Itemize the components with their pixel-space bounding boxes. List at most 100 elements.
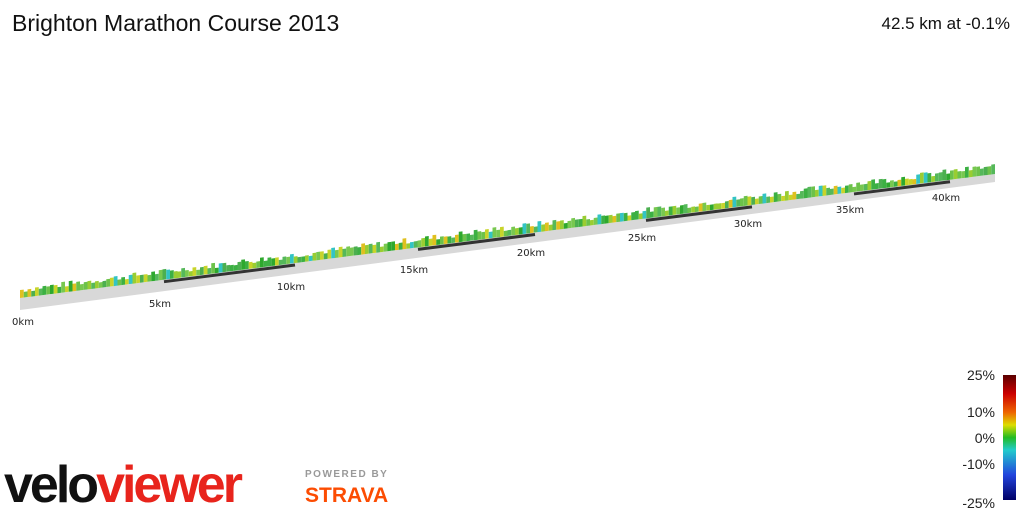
ribbon-segment: [233, 264, 238, 271]
ribbon-segment: [481, 231, 485, 240]
ribbon-segment: [440, 236, 444, 245]
ribbon-segment: [931, 175, 935, 183]
ribbon-segment: [162, 268, 167, 280]
ribbon-segment: [368, 243, 373, 254]
logo-viewer: viewer: [96, 456, 243, 512]
distance-marker: 40km: [932, 193, 960, 204]
ribbon-segment: [342, 248, 347, 257]
ribbon-segment: [706, 204, 710, 211]
ribbon-segment: [916, 174, 920, 185]
ribbon-segment: [882, 178, 887, 189]
ribbon-segment: [815, 189, 819, 197]
ribbon-segment: [338, 246, 343, 258]
ribbon-segment: [316, 251, 320, 261]
ribbon-segment: [770, 196, 774, 203]
ribbon-segment: [203, 265, 208, 275]
ribbon-segment: [245, 260, 249, 270]
ribbon-segment: [143, 274, 148, 283]
distance-marker: 10km: [277, 282, 305, 293]
ribbon-segment: [905, 178, 909, 186]
distance-marker: 35km: [836, 205, 864, 216]
ribbon-segment: [372, 244, 377, 254]
ribbon-segment: [777, 193, 782, 202]
ribbon-segment: [188, 271, 193, 277]
ribbon-segment: [676, 207, 680, 215]
ribbon-segment: [758, 196, 763, 205]
ribbon-segment: [350, 247, 354, 257]
ribbon-segment: [792, 191, 797, 200]
distance-markers: 0km 5km 10km 15km 20km 25km 30km 35km 40km: [12, 180, 960, 328]
distance-marker: 5km: [149, 299, 171, 310]
ribbon-segment: [867, 180, 872, 191]
ribbon-segment: [200, 266, 204, 276]
distance-marker: 25km: [628, 233, 656, 244]
ribbon-segment: [627, 215, 632, 221]
ribbon-segment: [537, 220, 542, 233]
title: Brighton Marathon Course 2013: [12, 10, 339, 36]
ribbon-segment: [31, 290, 35, 297]
distance-marker: 30km: [734, 219, 762, 230]
ribbon-segment: [46, 286, 50, 295]
ribbon-segment: [185, 269, 189, 278]
ribbon-segment: [428, 238, 433, 247]
distance-marker: 15km: [400, 265, 428, 276]
distance-band: [417, 233, 536, 251]
ribbon-segment: [102, 280, 107, 288]
ribbon-segment: [593, 217, 598, 226]
ribbon-segment: [488, 231, 493, 239]
ribbon-segment: [80, 283, 84, 291]
ribbon-segment: [155, 273, 159, 281]
ribbon-segment: [61, 281, 65, 293]
ribbon-segment: [230, 264, 234, 272]
ribbon-segment: [672, 205, 677, 216]
ribbon-segment: [181, 267, 185, 278]
ribbon-segment: [972, 166, 977, 177]
ribbon-segment: [571, 217, 575, 228]
ribbon-segment: [95, 280, 99, 289]
ribbon-segment: [68, 280, 73, 292]
ribbon-segment: [383, 243, 388, 252]
ribbon-segment: [282, 256, 287, 265]
gradient-legend: 25% 10% 0% -10% -25%: [962, 367, 995, 511]
ribbon-segment: [252, 262, 257, 269]
ribbon-segment: [443, 236, 448, 245]
ribbon-segment: [406, 243, 410, 249]
ribbon-segment: [470, 234, 474, 241]
ribbon-segment: [275, 257, 279, 266]
gradient-scale: [1003, 375, 1016, 500]
ribbon-segment: [920, 172, 924, 184]
ribbon-segment: [462, 233, 467, 242]
ribbon-segment: [560, 220, 564, 230]
ribbon-segment: [211, 262, 215, 274]
ribbon-segment: [286, 256, 290, 265]
ribbon-segment: [151, 271, 155, 282]
ribbon-segment: [166, 269, 170, 280]
legend-label: 25%: [967, 367, 995, 383]
ribbon-segment: [845, 185, 849, 194]
ribbon-segment: [323, 253, 328, 260]
ribbon-segment: [117, 279, 122, 286]
ribbon-segment: [87, 280, 92, 290]
ribbon-segment: [91, 282, 95, 289]
ribbon-segment: [631, 212, 635, 221]
ribbon-segment: [237, 261, 242, 271]
ribbon-segment: [548, 224, 553, 231]
ribbon-segment: [128, 274, 133, 285]
ribbon-segment: [597, 214, 602, 225]
ribbon-segment: [110, 277, 114, 287]
ribbon-segment: [20, 289, 24, 298]
distance-marker: 20km: [517, 248, 545, 259]
ribbon-segment: [511, 226, 515, 236]
ribbon-segment: [841, 187, 845, 194]
ribbon-segment: [740, 198, 744, 207]
ribbon-segment: [620, 212, 624, 222]
ribbon-segment: [83, 281, 88, 290]
ribbon-segment: [818, 185, 823, 197]
ribbon-segment: [578, 218, 583, 227]
ribbon-segment: [961, 170, 965, 179]
ribbon-segment: [192, 267, 197, 277]
logo-velo: velo: [4, 456, 97, 512]
ribbon-segment: [938, 172, 943, 182]
ribbon-segment: [207, 267, 212, 275]
